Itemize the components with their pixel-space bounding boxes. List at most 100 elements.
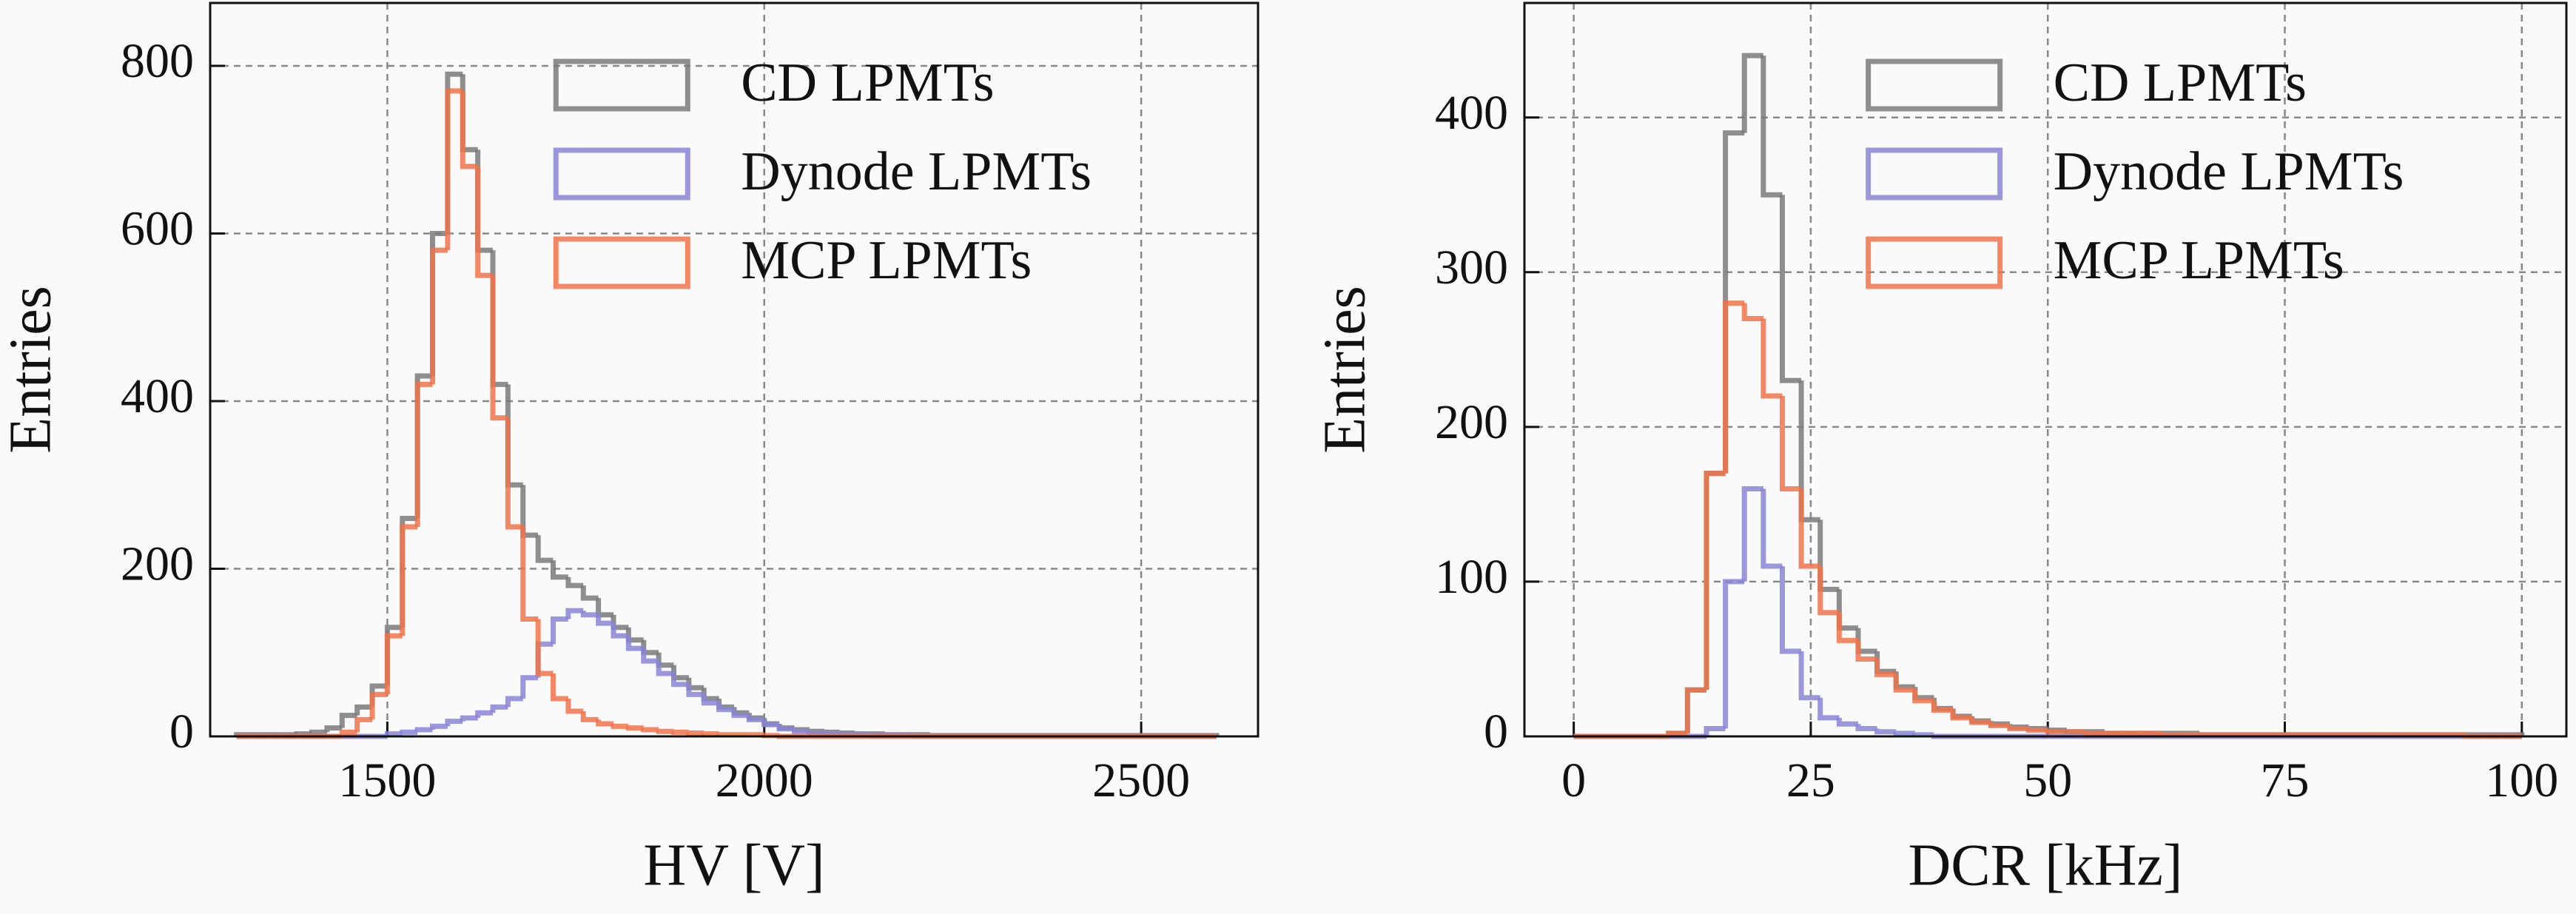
histogram-step xyxy=(1874,728,1897,735)
histogram-step xyxy=(1779,566,1802,654)
y-tick-label: 800 xyxy=(121,34,194,88)
legend-swatch xyxy=(553,147,690,201)
histogram-step xyxy=(520,526,539,622)
histogram-step xyxy=(1761,56,1783,198)
histogram-step xyxy=(580,611,599,618)
histogram-step xyxy=(565,699,584,714)
x-axis-label: HV [V] xyxy=(643,833,824,898)
y-tick-label: 300 xyxy=(1435,241,1508,295)
histogram-step xyxy=(716,702,734,713)
histogram-step xyxy=(535,535,554,563)
histogram-step xyxy=(1741,303,1763,322)
y-tick-label: 200 xyxy=(121,537,194,591)
histogram-step xyxy=(1761,488,1783,569)
histogram-step xyxy=(369,691,388,720)
histogram-step xyxy=(1798,651,1820,701)
histogram-step xyxy=(1893,730,1915,736)
histogram-step xyxy=(1855,640,1877,662)
histogram-step xyxy=(701,694,719,706)
histogram-step xyxy=(1704,726,1726,736)
histogram-step xyxy=(2026,727,2048,733)
histogram-step xyxy=(686,684,704,697)
histogram-step xyxy=(807,730,825,736)
x-tick-label: 1500 xyxy=(338,753,436,807)
histogram-step xyxy=(1817,697,1840,721)
histogram-step xyxy=(761,719,780,727)
histogram-step xyxy=(2159,732,2181,738)
histogram-step xyxy=(1779,195,1802,383)
histogram-step xyxy=(430,723,448,730)
histogram-step xyxy=(2007,725,2029,732)
x-tick-label: 2000 xyxy=(716,753,813,807)
y-tick-label: 200 xyxy=(1435,395,1508,449)
histogram-step xyxy=(430,247,448,385)
histogram-step xyxy=(1988,722,2010,728)
histogram-step xyxy=(490,704,508,713)
histogram-step xyxy=(1723,579,1745,729)
histogram-step xyxy=(671,729,689,735)
histogram-step xyxy=(641,727,659,733)
legend-label: MCP LPMTs xyxy=(741,230,1032,291)
histogram-step xyxy=(1684,687,1706,733)
histogram-step xyxy=(1855,724,1877,732)
histogram-step xyxy=(792,728,810,734)
histogram-step xyxy=(596,614,614,626)
histogram-step xyxy=(460,715,478,722)
histogram-step xyxy=(580,711,599,722)
histogram-step xyxy=(551,616,568,645)
histogram-step xyxy=(641,648,659,664)
histogram-step xyxy=(776,725,795,732)
histogram-step xyxy=(1798,488,1820,569)
legend-swatch xyxy=(1866,236,2003,289)
x-tick-label: 75 xyxy=(2260,753,2309,807)
histogram-step xyxy=(414,727,433,733)
histogram-step xyxy=(384,633,403,695)
histogram-step xyxy=(505,417,523,530)
histogram-step xyxy=(1723,300,1745,474)
histogram-step xyxy=(1912,732,1934,738)
x-tick-label: 0 xyxy=(1561,753,1586,807)
histogram-step xyxy=(520,675,539,699)
legend-swatch xyxy=(1866,58,2003,112)
histogram-step xyxy=(580,585,599,601)
histogram-step xyxy=(309,729,327,735)
histogram-step xyxy=(1741,485,1763,582)
histogram-step xyxy=(1969,717,1991,725)
histogram-step xyxy=(1704,471,1726,690)
legend-swatch xyxy=(553,236,690,289)
histogram-step xyxy=(551,560,568,580)
legend-label: Dynode LPMTs xyxy=(2054,141,2404,202)
histogram-step xyxy=(2082,730,2105,736)
histogram-step xyxy=(671,673,689,688)
x-tick-label: 25 xyxy=(1786,753,1835,807)
histogram-step xyxy=(716,732,734,738)
histogram-step xyxy=(656,728,674,734)
histogram-step xyxy=(445,719,463,727)
x-tick-label: 50 xyxy=(2023,753,2072,807)
histogram-step xyxy=(475,166,494,278)
y-tick-label: 400 xyxy=(1435,86,1508,140)
histogram-step xyxy=(445,88,463,251)
histogram-step xyxy=(354,704,373,716)
histogram-step xyxy=(324,725,343,733)
histogram-step xyxy=(535,619,554,676)
legend-swatch xyxy=(1866,147,2003,201)
x-axis-label: DCR [kHz] xyxy=(1908,833,2182,898)
plot-background xyxy=(210,3,1258,736)
histogram-step xyxy=(625,725,644,731)
histogram-step xyxy=(354,716,373,733)
histogram-step xyxy=(400,729,418,735)
legend-label: Dynode LPMTs xyxy=(741,141,1092,202)
histogram-step xyxy=(1931,700,1954,713)
histogram-step xyxy=(1912,690,1934,704)
histogram-step xyxy=(475,710,494,719)
x-tick-label: 100 xyxy=(2485,753,2558,807)
histogram-step xyxy=(505,696,523,708)
y-tick-label: 100 xyxy=(1435,550,1508,604)
histogram-step xyxy=(686,730,704,736)
x-tick-label: 2500 xyxy=(1092,753,1190,807)
legend-swatch xyxy=(553,58,690,112)
histogram-step xyxy=(414,381,433,527)
histogram-step xyxy=(596,719,614,727)
